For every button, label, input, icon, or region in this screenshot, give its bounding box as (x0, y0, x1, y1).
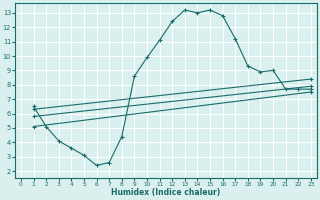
X-axis label: Humidex (Indice chaleur): Humidex (Indice chaleur) (111, 188, 220, 197)
